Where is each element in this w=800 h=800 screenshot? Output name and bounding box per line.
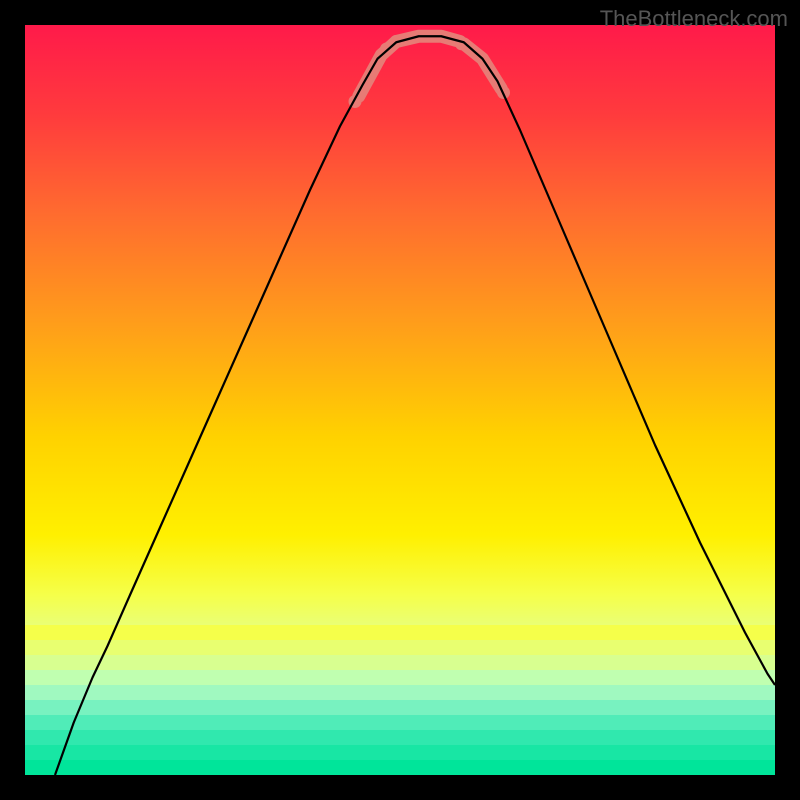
bottleneck-chart	[25, 25, 775, 775]
chart-bottom-band	[25, 625, 775, 775]
chart-svg	[25, 25, 775, 775]
attribution-text: TheBottleneck.com	[600, 6, 788, 32]
